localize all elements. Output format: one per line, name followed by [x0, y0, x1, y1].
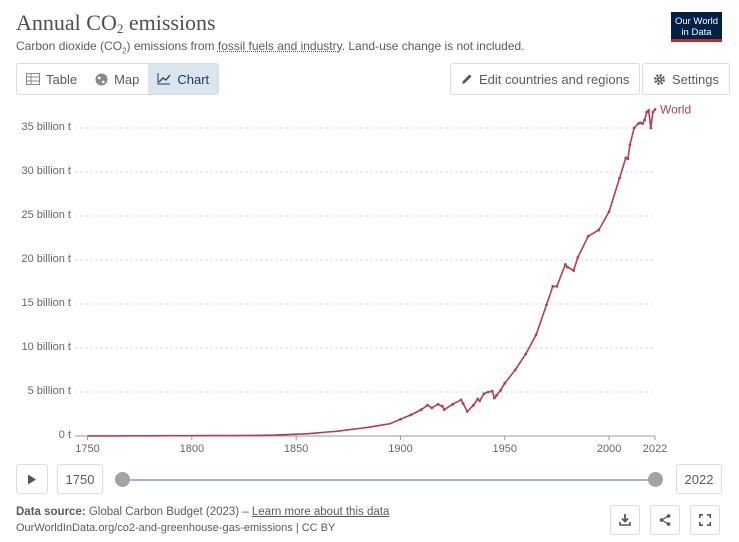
- play-icon: [28, 474, 36, 484]
- data-point: [572, 269, 576, 272]
- line-chart-icon: [157, 73, 171, 85]
- fullscreen-icon: [699, 514, 711, 526]
- play-button[interactable]: [16, 464, 48, 494]
- y-tick-label: 5 billion t: [27, 385, 71, 397]
- view-tabs: Table Map Chart: [16, 63, 220, 95]
- data-point: [492, 396, 496, 400]
- data-point: [465, 409, 469, 413]
- data-point: [442, 408, 446, 411]
- data-point: [586, 234, 590, 238]
- data-point: [399, 417, 402, 421]
- data-point: [653, 108, 657, 111]
- data-point: [430, 406, 434, 410]
- owid-logo[interactable]: Our World in Data: [671, 12, 722, 42]
- data-point: [486, 390, 490, 394]
- pencil-icon: [462, 74, 472, 84]
- chart-title: Annual CO2 emissions: [16, 10, 216, 36]
- fullscreen-button[interactable]: [690, 505, 720, 535]
- data-point: [490, 389, 494, 393]
- data-point: [651, 110, 655, 114]
- data-point: [545, 303, 548, 307]
- data-point: [440, 404, 444, 408]
- end-year-box[interactable]: 2022: [676, 464, 722, 494]
- data-point: [636, 122, 640, 125]
- data-point: [495, 394, 498, 397]
- data-point: [419, 408, 423, 411]
- data-point: [478, 399, 482, 403]
- data-point: [563, 263, 567, 266]
- fossil-fuels-link[interactable]: fossil fuels and industry: [217, 39, 342, 53]
- data-point: [409, 413, 413, 417]
- start-year-box[interactable]: 1750: [57, 464, 103, 494]
- timeline-end-handle[interactable]: [648, 472, 663, 487]
- tab-map[interactable]: Map: [86, 64, 148, 94]
- globe-icon: [95, 73, 108, 85]
- data-point: [649, 126, 653, 130]
- data-point: [436, 402, 440, 406]
- data-point: [482, 392, 486, 396]
- y-tick-label: 10 billion t: [21, 341, 71, 353]
- data-point: [472, 403, 475, 407]
- data-point: [503, 381, 507, 385]
- source-url: OurWorldInData.org/co2-and-greenhouse-ga…: [16, 522, 336, 534]
- data-point: [618, 176, 621, 180]
- data-point: [632, 126, 636, 130]
- data-point: [628, 143, 632, 147]
- download-button[interactable]: [610, 505, 640, 535]
- share-button[interactable]: [650, 505, 680, 535]
- timeline-start-handle[interactable]: [115, 472, 130, 487]
- series-label-world: World: [660, 103, 691, 117]
- learn-more-link[interactable]: Learn more about this data: [251, 506, 390, 518]
- gear-icon: [654, 73, 665, 85]
- data-point: [626, 157, 630, 161]
- x-tick-label: 1750: [75, 443, 100, 455]
- download-icon: [619, 514, 631, 526]
- series-line-world: [87, 109, 656, 437]
- data-point: [565, 265, 569, 269]
- settings-button[interactable]: Settings: [642, 63, 730, 95]
- x-tick-label: 1950: [492, 443, 518, 455]
- data-point: [641, 122, 644, 125]
- tab-chart[interactable]: Chart: [148, 64, 219, 94]
- data-point: [576, 255, 580, 259]
- x-tick-label: 1800: [179, 443, 205, 455]
- data-point: [607, 210, 611, 214]
- data-source: Data source: Global Carbon Budget (2023)…: [16, 506, 390, 518]
- data-point: [459, 398, 463, 402]
- x-tick-label: 1900: [388, 443, 413, 455]
- data-point: [461, 402, 465, 405]
- data-point: [451, 402, 455, 406]
- y-tick-label: 35 billion t: [21, 121, 71, 133]
- x-tick-label: 2000: [596, 443, 622, 455]
- chart-subtitle: Carbon dioxide (CO2) emissions from foss…: [16, 39, 525, 56]
- data-point: [643, 118, 646, 122]
- tab-table[interactable]: Table: [17, 64, 86, 94]
- data-point: [624, 156, 628, 160]
- y-tick-label: 0 t: [58, 429, 71, 441]
- data-point: [555, 285, 559, 288]
- table-icon: [26, 73, 40, 85]
- timeline-track[interactable]: [122, 479, 655, 481]
- data-point: [426, 403, 429, 407]
- share-icon: [659, 514, 671, 526]
- data-point: [476, 397, 480, 401]
- data-point: [513, 368, 517, 372]
- y-tick-label: 30 billion t: [21, 165, 71, 177]
- data-point: [524, 352, 528, 356]
- data-point: [597, 228, 601, 232]
- data-point: [534, 333, 538, 337]
- y-tick-label: 25 billion t: [21, 209, 71, 221]
- x-tick-label: 1850: [283, 443, 309, 455]
- y-tick-label: 20 billion t: [21, 253, 71, 265]
- y-tick-label: 15 billion t: [21, 297, 71, 309]
- data-point: [647, 109, 651, 112]
- data-point: [638, 121, 642, 125]
- data-point: [645, 110, 649, 114]
- edit-countries-button[interactable]: Edit countries and regions: [450, 63, 641, 95]
- data-point: [499, 388, 503, 392]
- data-point: [551, 285, 555, 288]
- x-tick-label: 2022: [642, 443, 668, 455]
